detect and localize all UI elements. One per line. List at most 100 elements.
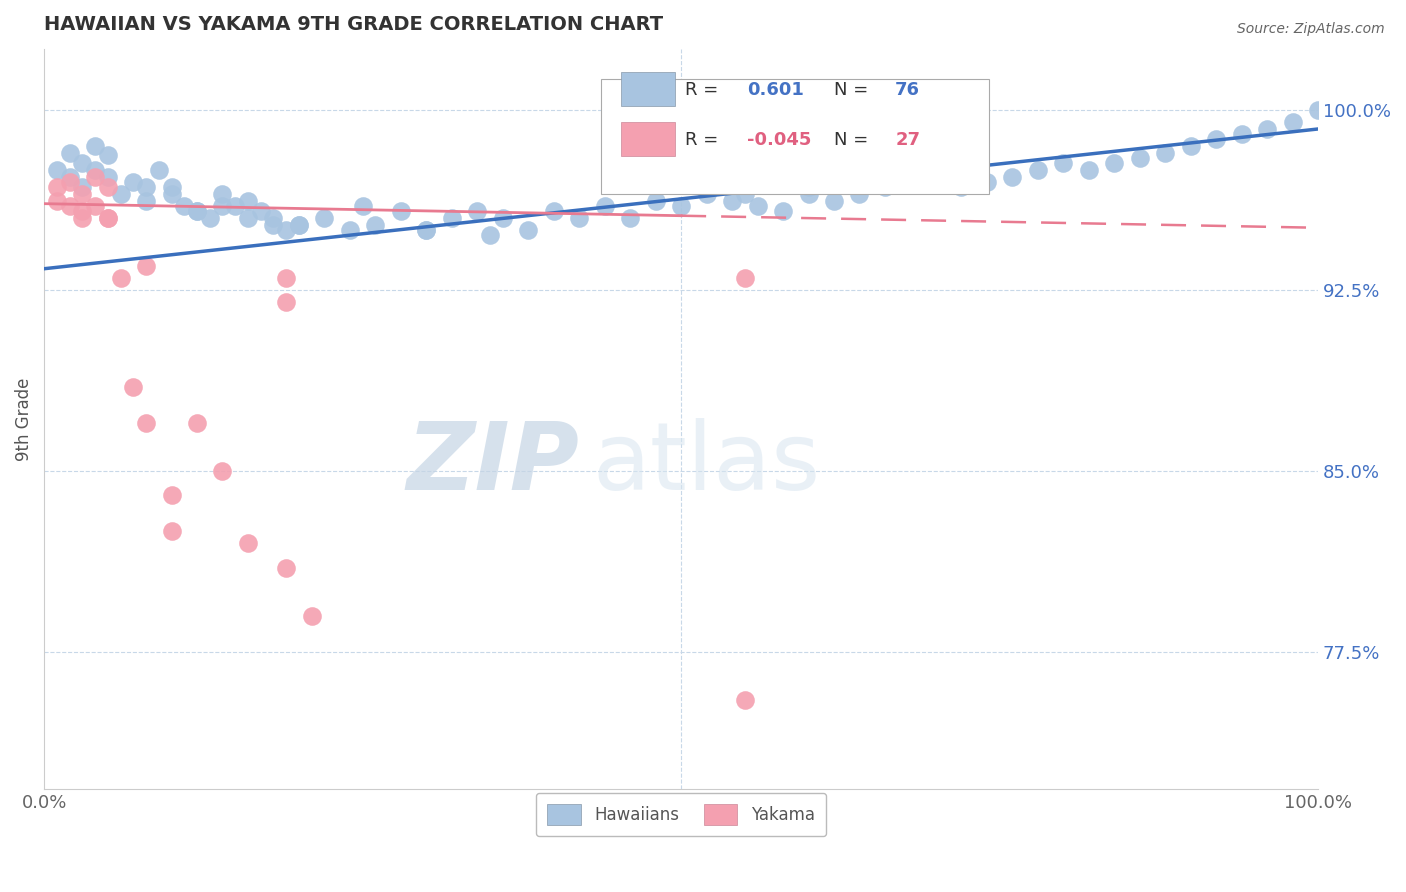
Text: Source: ZipAtlas.com: Source: ZipAtlas.com	[1237, 22, 1385, 37]
Point	[415, 223, 437, 237]
Text: N =: N =	[834, 131, 869, 149]
Point	[97, 170, 120, 185]
Point	[644, 194, 666, 209]
Text: HAWAIIAN VS YAKAMA 9TH GRADE CORRELATION CHART: HAWAIIAN VS YAKAMA 9TH GRADE CORRELATION…	[44, 15, 664, 34]
Point	[696, 187, 718, 202]
Point	[160, 187, 183, 202]
Point	[1308, 103, 1330, 117]
Point	[276, 223, 298, 237]
Point	[492, 211, 515, 226]
Point	[873, 179, 896, 194]
Point	[364, 219, 387, 233]
Point	[276, 295, 298, 310]
Point	[97, 179, 120, 194]
Point	[1154, 146, 1177, 161]
Point	[479, 227, 502, 242]
Point	[823, 194, 845, 209]
Point	[110, 187, 132, 202]
Text: N =: N =	[834, 81, 869, 99]
Point	[389, 203, 412, 218]
Point	[262, 211, 284, 226]
Text: atlas: atlas	[592, 417, 820, 509]
Point	[45, 163, 67, 178]
Point	[135, 416, 157, 430]
Point	[72, 187, 94, 202]
Point	[465, 203, 488, 218]
Point	[84, 199, 107, 213]
Point	[236, 536, 259, 550]
Point	[925, 170, 948, 185]
Point	[97, 211, 120, 226]
Point	[1129, 151, 1152, 165]
Point	[721, 194, 744, 209]
Point	[58, 146, 80, 161]
Point	[72, 155, 94, 169]
Point	[110, 271, 132, 285]
Point	[276, 271, 298, 285]
Point	[848, 187, 870, 202]
Point	[517, 223, 540, 237]
Point	[747, 199, 769, 213]
Point	[301, 608, 323, 623]
Point	[211, 199, 233, 213]
Point	[58, 199, 80, 213]
Point	[734, 271, 756, 285]
FancyBboxPatch shape	[600, 79, 990, 194]
Y-axis label: 9th Grade: 9th Grade	[15, 377, 32, 461]
Point	[58, 175, 80, 189]
Point	[288, 219, 311, 233]
Point	[84, 170, 107, 185]
Point	[288, 219, 311, 233]
Point	[415, 223, 437, 237]
Point	[734, 693, 756, 707]
Point	[734, 187, 756, 202]
Point	[568, 211, 591, 226]
Point	[186, 416, 208, 430]
Point	[160, 488, 183, 502]
Point	[352, 199, 374, 213]
Point	[84, 138, 107, 153]
Point	[122, 380, 145, 394]
Point	[314, 211, 336, 226]
Point	[45, 194, 67, 209]
Text: 76: 76	[896, 81, 920, 99]
Point	[900, 175, 922, 189]
Point	[797, 179, 820, 194]
Point	[72, 211, 94, 226]
Point	[45, 179, 67, 194]
Point	[950, 179, 973, 194]
Point	[236, 194, 259, 209]
Point	[224, 199, 246, 213]
Text: 27: 27	[896, 131, 920, 149]
Point	[211, 464, 233, 478]
Point	[1205, 131, 1227, 145]
Point	[135, 179, 157, 194]
Point	[619, 211, 641, 226]
Point	[198, 211, 221, 226]
Point	[58, 170, 80, 185]
Point	[1026, 163, 1049, 178]
Point	[1256, 122, 1278, 136]
Point	[1052, 155, 1074, 169]
Point	[339, 223, 361, 237]
Point	[236, 211, 259, 226]
Point	[160, 179, 183, 194]
Point	[135, 260, 157, 274]
Point	[772, 203, 794, 218]
Point	[543, 203, 565, 218]
Point	[135, 194, 157, 209]
Point	[97, 148, 120, 162]
Text: R =: R =	[685, 131, 718, 149]
Point	[1104, 155, 1126, 169]
Point	[1281, 114, 1303, 128]
Point	[593, 199, 616, 213]
Point	[797, 187, 820, 202]
Point	[160, 524, 183, 539]
Point	[97, 211, 120, 226]
Point	[186, 203, 208, 218]
Point	[84, 163, 107, 178]
Text: R =: R =	[685, 81, 718, 99]
Legend: Hawaiians, Yakama: Hawaiians, Yakama	[536, 793, 827, 837]
FancyBboxPatch shape	[621, 122, 675, 156]
Point	[72, 203, 94, 218]
